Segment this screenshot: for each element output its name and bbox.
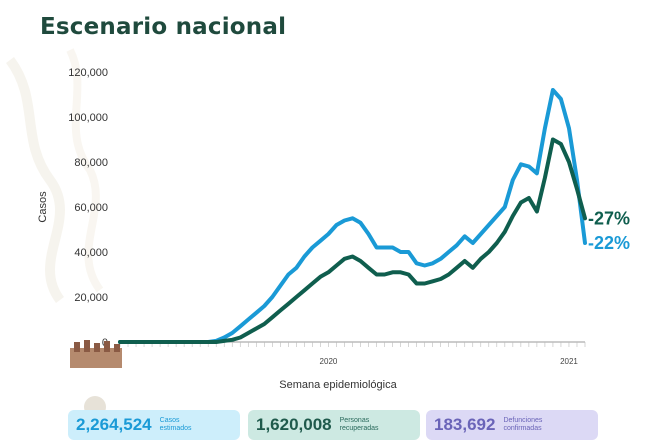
recovered-label: Personas recuperadas bbox=[339, 417, 379, 432]
y-tick-label: 40,000 bbox=[74, 247, 108, 259]
decorative-background-pattern bbox=[5, 48, 104, 303]
deaths-summary-box: 183,692 Defunciones confirmadas bbox=[426, 410, 598, 440]
x-year-label: 2021 bbox=[560, 357, 578, 366]
x-axis-label: Semana epidemiológica bbox=[279, 379, 397, 391]
page-title: Escenario nacional bbox=[40, 14, 287, 40]
deaths-value: 183,692 bbox=[434, 415, 496, 434]
percent-change-label: -27% bbox=[588, 208, 630, 228]
cases-value: 2,264,524 bbox=[76, 415, 152, 434]
cases-summary-box: 2,264,524 Casos estimados bbox=[68, 410, 240, 440]
recovered-value: 1,620,008 bbox=[256, 415, 332, 434]
y-tick-label: 80,000 bbox=[74, 157, 108, 169]
deaths-label: Defunciones confirmadas bbox=[503, 417, 543, 432]
cases-label: Casos estimados bbox=[159, 417, 192, 432]
institution-logo bbox=[70, 340, 122, 368]
y-tick-label: 100,000 bbox=[68, 112, 108, 124]
cases-series-line bbox=[118, 88, 587, 344]
y-tick-label: 120,000 bbox=[68, 67, 108, 79]
deaths-series-line bbox=[118, 137, 587, 344]
y-tick-label: 60,000 bbox=[74, 202, 108, 214]
y-tick-label: 20,000 bbox=[74, 292, 108, 304]
recovered-summary-box: 1,620,008 Personas recuperadas bbox=[248, 410, 420, 440]
y-axis-label: Casos bbox=[37, 191, 49, 223]
x-year-label: 2020 bbox=[320, 357, 338, 366]
percent-change-label: -22% bbox=[588, 233, 630, 253]
